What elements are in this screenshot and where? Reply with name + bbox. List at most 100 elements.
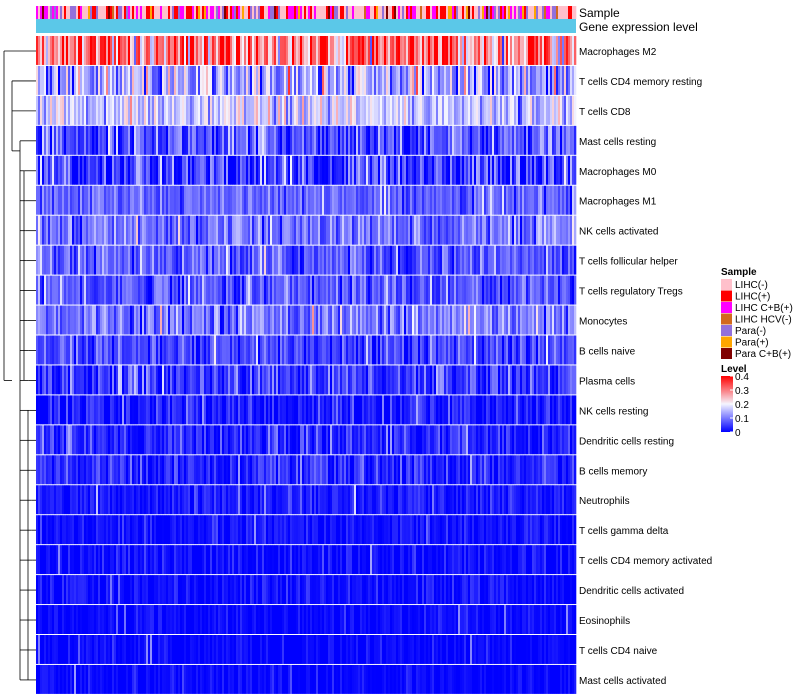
heatmap-cell [96, 305, 99, 335]
heatmap-cell [80, 455, 83, 485]
heatmap-cell [358, 125, 361, 155]
heatmap-cell [354, 215, 357, 245]
heatmap-cell [350, 335, 353, 365]
heatmap-cell [228, 95, 231, 125]
heatmap-cell [524, 36, 527, 65]
heatmap-cell [208, 155, 211, 185]
heatmap-cell [44, 275, 47, 305]
heatmap-cell [442, 395, 445, 425]
heatmap-cell [68, 365, 71, 395]
heatmap-cell [180, 95, 183, 125]
heatmap-cell [144, 125, 147, 155]
heatmap-cell [408, 515, 411, 545]
heatmap-cell [316, 455, 319, 485]
heatmap-row [36, 335, 577, 365]
heatmap-cell [270, 215, 273, 245]
heatmap-cell [392, 395, 395, 425]
heatmap-cell [328, 95, 331, 125]
heatmap-cell [344, 245, 347, 275]
heatmap-cell [416, 185, 419, 215]
heatmap-cell [374, 36, 377, 65]
heatmap-cell [404, 305, 407, 335]
heatmap-cell [50, 155, 53, 185]
heatmap-cell [374, 95, 377, 125]
heatmap-cell [426, 335, 429, 365]
heatmap-cell [56, 365, 59, 395]
heatmap-cell [522, 275, 525, 305]
heatmap-cell [232, 515, 235, 545]
heatmap-cell [200, 125, 203, 155]
heatmap-cell [358, 65, 361, 95]
heatmap-cell [76, 95, 79, 125]
heatmap-cell [258, 275, 261, 305]
heatmap-cell [318, 425, 321, 455]
heatmap-cell [178, 455, 181, 485]
heatmap-cell [412, 125, 415, 155]
heatmap-cell [94, 215, 97, 245]
heatmap-cell [432, 36, 435, 65]
heatmap-cell [192, 425, 195, 455]
heatmap-cell [346, 515, 349, 545]
heatmap-cell [540, 365, 543, 395]
heatmap-cell [310, 215, 313, 245]
sample-track-cell [336, 6, 339, 19]
heatmap-cell [426, 245, 429, 275]
heatmap-cell [90, 425, 93, 455]
heatmap-cell [412, 215, 415, 245]
heatmap-cell [570, 65, 573, 95]
heatmap-cell [60, 545, 63, 575]
heatmap-cell [416, 485, 419, 515]
heatmap-cell [330, 305, 333, 335]
heatmap-cell [180, 335, 183, 365]
heatmap-cell [122, 275, 125, 305]
heatmap-cell [422, 155, 425, 185]
heatmap-cell [94, 245, 97, 275]
heatmap-cell [236, 155, 239, 185]
heatmap-cell [208, 395, 211, 425]
heatmap-cell [262, 275, 265, 305]
heatmap-cell [178, 215, 181, 245]
heatmap-cell [286, 335, 289, 365]
heatmap-cell [506, 425, 509, 455]
heatmap-cell [394, 365, 397, 395]
heatmap-cell [42, 65, 45, 95]
heatmap-cell [326, 65, 329, 95]
heatmap-cell [288, 335, 291, 365]
heatmap-cell [454, 155, 457, 185]
sample-track-cell [552, 6, 555, 19]
heatmap-cell [332, 425, 335, 455]
heatmap-cell [120, 185, 123, 215]
heatmap-cell [360, 95, 363, 125]
heatmap-cell [108, 425, 111, 455]
heatmap-cell [268, 305, 271, 335]
heatmap-cell [568, 245, 571, 275]
heatmap-cell [252, 515, 255, 545]
heatmap-cell [504, 245, 507, 275]
heatmap-cell [388, 455, 391, 485]
heatmap-cell [374, 485, 377, 515]
heatmap-cell [570, 245, 573, 275]
heatmap-cell [172, 245, 175, 275]
heatmap-cell [394, 455, 397, 485]
heatmap-cell [560, 155, 563, 185]
heatmap-cell [508, 185, 511, 215]
heatmap-cell [530, 275, 533, 305]
heatmap-cell [334, 125, 337, 155]
heatmap-cell [550, 425, 553, 455]
heatmap-cell [258, 215, 261, 245]
heatmap-cell [206, 65, 209, 95]
heatmap-cell [562, 305, 565, 335]
heatmap-cell [326, 215, 329, 245]
heatmap-cell [446, 125, 449, 155]
heatmap-cell [260, 425, 263, 455]
heatmap-cell [92, 65, 95, 95]
heatmap-cell [322, 515, 325, 545]
heatmap-cell [408, 215, 411, 245]
heatmap-cell [306, 455, 309, 485]
heatmap-cell [572, 425, 575, 455]
heatmap-cell [414, 335, 417, 365]
heatmap-cell [574, 215, 577, 245]
heatmap-cell [208, 485, 211, 515]
heatmap-cell [62, 425, 65, 455]
sample-track-cell [294, 6, 297, 19]
